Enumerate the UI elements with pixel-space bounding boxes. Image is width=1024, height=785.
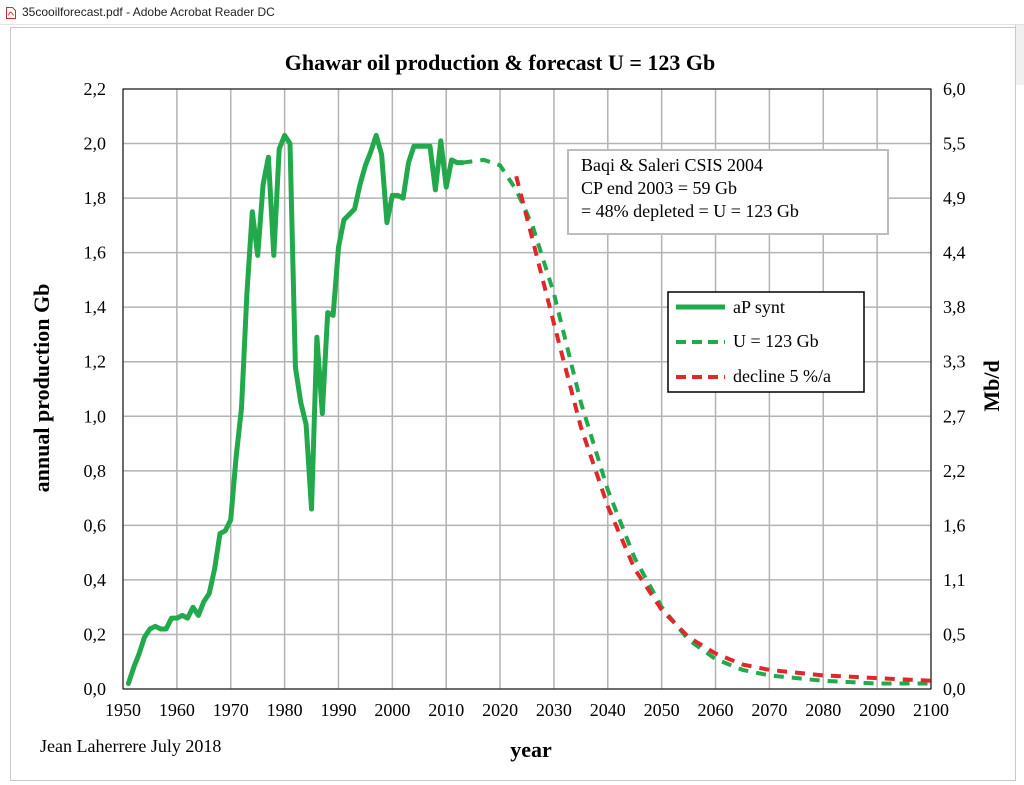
x-tick-label: 2100 (913, 700, 949, 720)
y-tick-label: 2,0 (84, 134, 107, 154)
x-axis-label: year (510, 737, 552, 762)
x-tick-labels: 1950 1960 1970 1980 1990 2000 2010 2020 2030 2040… (105, 700, 949, 720)
y2-tick-label: 2,7 (943, 406, 966, 426)
window-title: 35cooilforecast.pdf - Adobe Acrobat Read… (22, 5, 275, 19)
y2-tick-label: 2,2 (943, 461, 966, 481)
y2-tick-label: 0,5 (943, 624, 966, 644)
series-line-1 (462, 157, 931, 686)
annotation-line-2: CP end 2003 = 59 Gb (581, 178, 737, 198)
series-line-2 (514, 175, 932, 683)
x-tick-label: 1970 (213, 700, 249, 720)
y-tick-label: 0,0 (84, 679, 107, 699)
y2-tick-label: 0,0 (943, 679, 966, 699)
y-axis-label: annual production Gb (29, 284, 54, 493)
x-tick-label: 2050 (644, 700, 680, 720)
legend-label-ap-synt: aP synt (733, 297, 785, 317)
y-tick-label: 1,8 (84, 188, 107, 208)
x-tick-label: 1950 (105, 700, 141, 720)
legend-label-decline: decline 5 %/a (733, 366, 831, 386)
x-tick-label: 2030 (536, 700, 572, 720)
y-tick-label: 0,6 (84, 515, 107, 535)
y-tick-label: 0,4 (84, 570, 107, 590)
y-tick-label: 0,8 (84, 461, 107, 481)
x-tick-label: 2080 (805, 700, 841, 720)
x-tick-label: 1960 (159, 700, 195, 720)
x-tick-label: 1990 (320, 700, 356, 720)
y2-tick-label: 3,3 (943, 352, 966, 372)
legend-label-u-123: U = 123 Gb (733, 331, 819, 351)
y2-tick-label: 6,0 (943, 79, 966, 99)
series-lines (125, 132, 932, 686)
y2-tick-label: 4,9 (943, 188, 966, 208)
x-tick-label: 2000 (374, 700, 410, 720)
y-tick-labels: 0,0 0,2 0,4 0,6 0,8 1,0 1,2 1,4 1,6 1,8 2,0 2,2 (84, 79, 107, 699)
x-tick-label: 2040 (590, 700, 626, 720)
y2-tick-labels: 0,0 0,5 1,1 1,6 2,2 2,7 3,3 3,8 4,4 4,9 5,5 6,0 (943, 79, 966, 699)
y-tick-label: 0,2 (84, 624, 107, 644)
x-tick-label: 2020 (482, 700, 518, 720)
annotation-box: Baqi & Saleri CSIS 2004 CP end 2003 = 59… (567, 149, 889, 235)
y2-axis-label: Mb/d (979, 360, 1004, 411)
legend: aP synt U = 123 Gb decline 5 %/a (667, 291, 865, 393)
x-tick-label: 1980 (267, 700, 303, 720)
window-titlebar: 35cooilforecast.pdf - Adobe Acrobat Read… (0, 0, 1024, 25)
y2-tick-label: 1,6 (943, 515, 966, 535)
x-tick-label: 2070 (751, 700, 787, 720)
document-frame (10, 27, 1016, 781)
y-tick-label: 1,4 (84, 297, 107, 317)
y2-tick-label: 5,5 (943, 134, 966, 154)
x-tick-label: 2010 (428, 700, 464, 720)
annotation-line-3: = 48% depleted = U = 123 Gb (581, 201, 799, 221)
y-tick-label: 1,6 (84, 243, 107, 263)
chart-title: Ghawar oil production & forecast U = 123… (285, 50, 716, 75)
x-tick-label: 2090 (859, 700, 895, 720)
x-tick-label: 2060 (698, 700, 734, 720)
y-tick-label: 2,2 (84, 79, 107, 99)
annotation-line-1: Baqi & Saleri CSIS 2004 (581, 155, 763, 175)
credit-text: Jean Laherrere July 2018 (40, 736, 221, 756)
y-tick-label: 1,0 (84, 406, 107, 426)
y2-tick-label: 4,4 (943, 243, 966, 263)
series-line-0 (125, 132, 465, 686)
pdf-icon (6, 6, 16, 19)
y2-tick-label: 3,8 (943, 297, 966, 317)
y-tick-label: 1,2 (84, 352, 107, 372)
plot-area-border (122, 88, 932, 690)
y2-tick-label: 1,1 (943, 570, 966, 590)
